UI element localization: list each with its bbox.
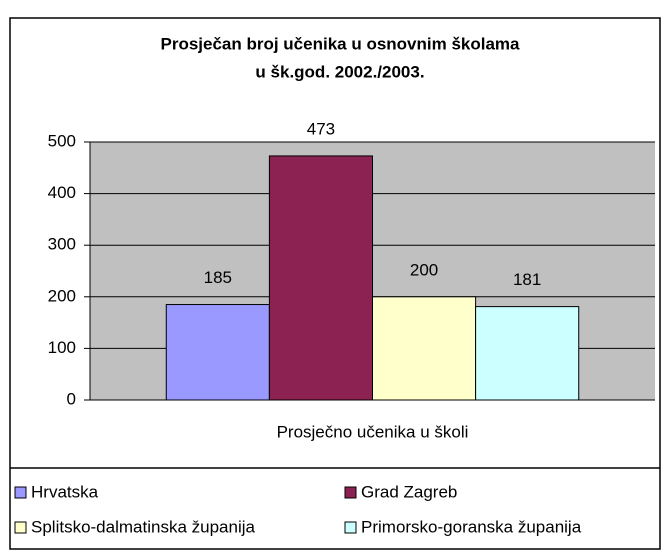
y-tick-label: 100 bbox=[48, 338, 76, 357]
y-tick-label: 500 bbox=[48, 131, 76, 150]
y-tick-label: 0 bbox=[67, 389, 76, 408]
chart-title: u šk.god. 2002./2003. bbox=[255, 62, 424, 81]
bar bbox=[165, 304, 270, 401]
legend-label: Hrvatska bbox=[31, 482, 99, 501]
legend-label: Primorsko-goranska županija bbox=[361, 517, 582, 536]
legend-label: Splitsko-dalmatinska županija bbox=[31, 517, 255, 536]
legend-swatch bbox=[14, 486, 27, 499]
legend-swatch bbox=[14, 521, 27, 534]
bar bbox=[475, 306, 580, 401]
y-tick-label: 300 bbox=[48, 235, 76, 254]
y-tick-label: 400 bbox=[48, 183, 76, 202]
data-label: 185 bbox=[204, 268, 232, 287]
data-label: 200 bbox=[410, 260, 438, 279]
data-label: 473 bbox=[307, 119, 335, 138]
legend-swatch bbox=[344, 521, 357, 534]
y-tick-label: 200 bbox=[48, 286, 76, 305]
chart-title: Prosječan broj učenika u osnovnim školam… bbox=[160, 34, 520, 53]
bar bbox=[372, 296, 477, 401]
legend-label: Grad Zagreb bbox=[361, 482, 457, 501]
bar bbox=[268, 155, 374, 401]
legend-swatch bbox=[344, 486, 357, 499]
x-tick-label: Prosječno učenika u školi bbox=[277, 422, 469, 441]
data-label: 181 bbox=[513, 270, 541, 289]
